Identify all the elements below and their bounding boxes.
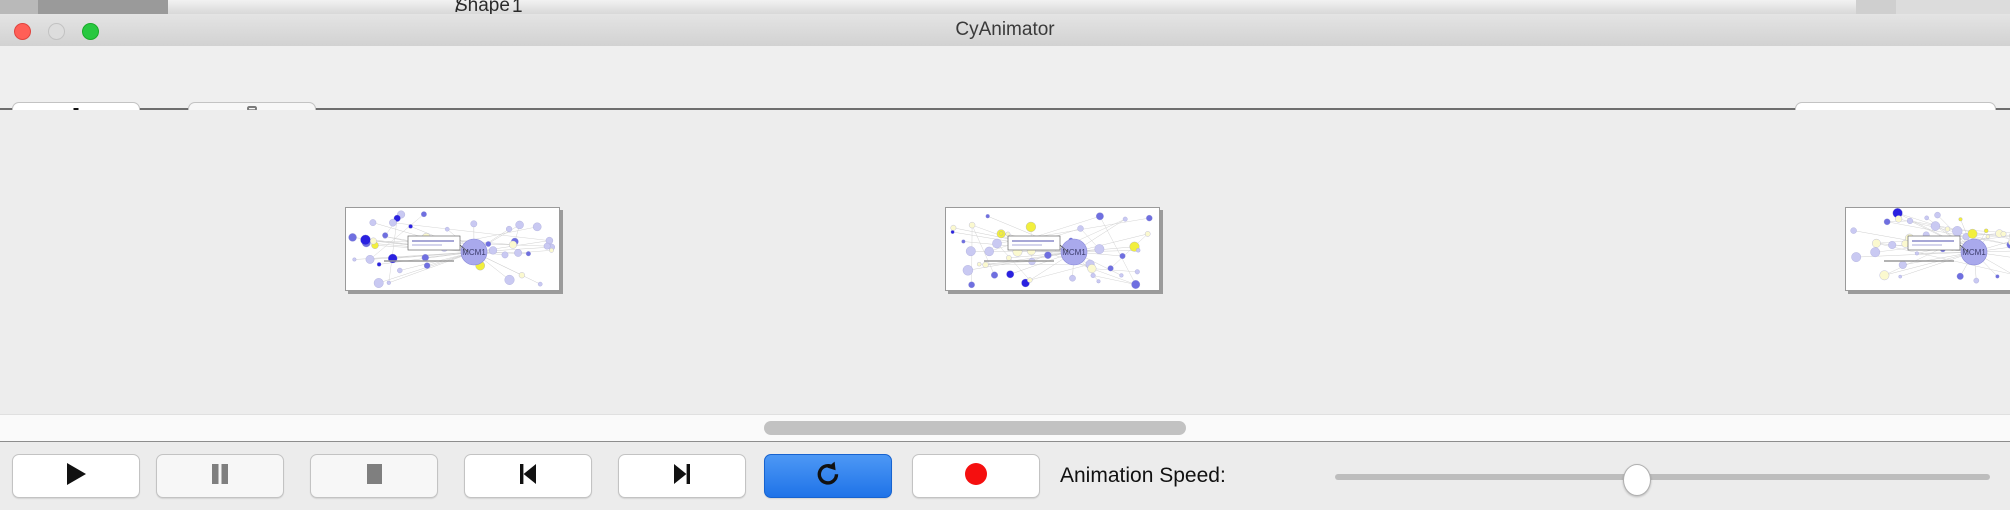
maximize-icon[interactable] (82, 23, 99, 40)
timeline-frame-thumbnail[interactable]: MCM1 (345, 207, 560, 291)
timeline-frame-thumbnail[interactable]: MCM1 (1845, 207, 2010, 291)
play-button[interactable] (12, 454, 140, 498)
record-icon (963, 461, 989, 492)
scrollbar-thumb[interactable] (763, 421, 1186, 435)
playback-control-bar: Animation Speed: (0, 442, 2010, 510)
background-window-strip: 7 1 Shape Shape (0, 0, 2010, 14)
skip-to-start-button[interactable] (464, 454, 592, 498)
stop-button[interactable] (310, 454, 438, 498)
loop-button[interactable] (764, 454, 892, 498)
svg-text:MCM1: MCM1 (1962, 248, 1986, 257)
record-button[interactable] (912, 454, 1040, 498)
svg-text:MCM1: MCM1 (462, 248, 486, 257)
animation-speed-slider-thumb[interactable] (1623, 464, 1652, 496)
pause-icon (208, 461, 232, 492)
background-window-shape-label: Shape (455, 0, 510, 14)
close-icon[interactable] (14, 23, 31, 40)
stop-icon (362, 461, 386, 492)
loop-icon (814, 460, 842, 493)
animation-speed-slider[interactable] (1335, 474, 1990, 480)
svg-text:MCM1: MCM1 (1062, 248, 1086, 257)
skip-forward-icon (669, 461, 695, 492)
skip-back-icon (515, 461, 541, 492)
pause-button[interactable] (156, 454, 284, 498)
animation-speed-label: Animation Speed: (1060, 464, 1226, 487)
skip-to-end-button[interactable] (618, 454, 746, 498)
timeline-scrollbar[interactable] (0, 414, 2010, 443)
title-bar: CyAnimator (0, 14, 2010, 47)
play-icon (64, 461, 88, 492)
minimize-icon[interactable] (48, 23, 65, 40)
timeline-frame-thumbnail[interactable]: MCM1 (945, 207, 1160, 291)
page-title: CyAnimator (955, 19, 1055, 40)
toolbar: Clear All Frames (0, 46, 2010, 142)
